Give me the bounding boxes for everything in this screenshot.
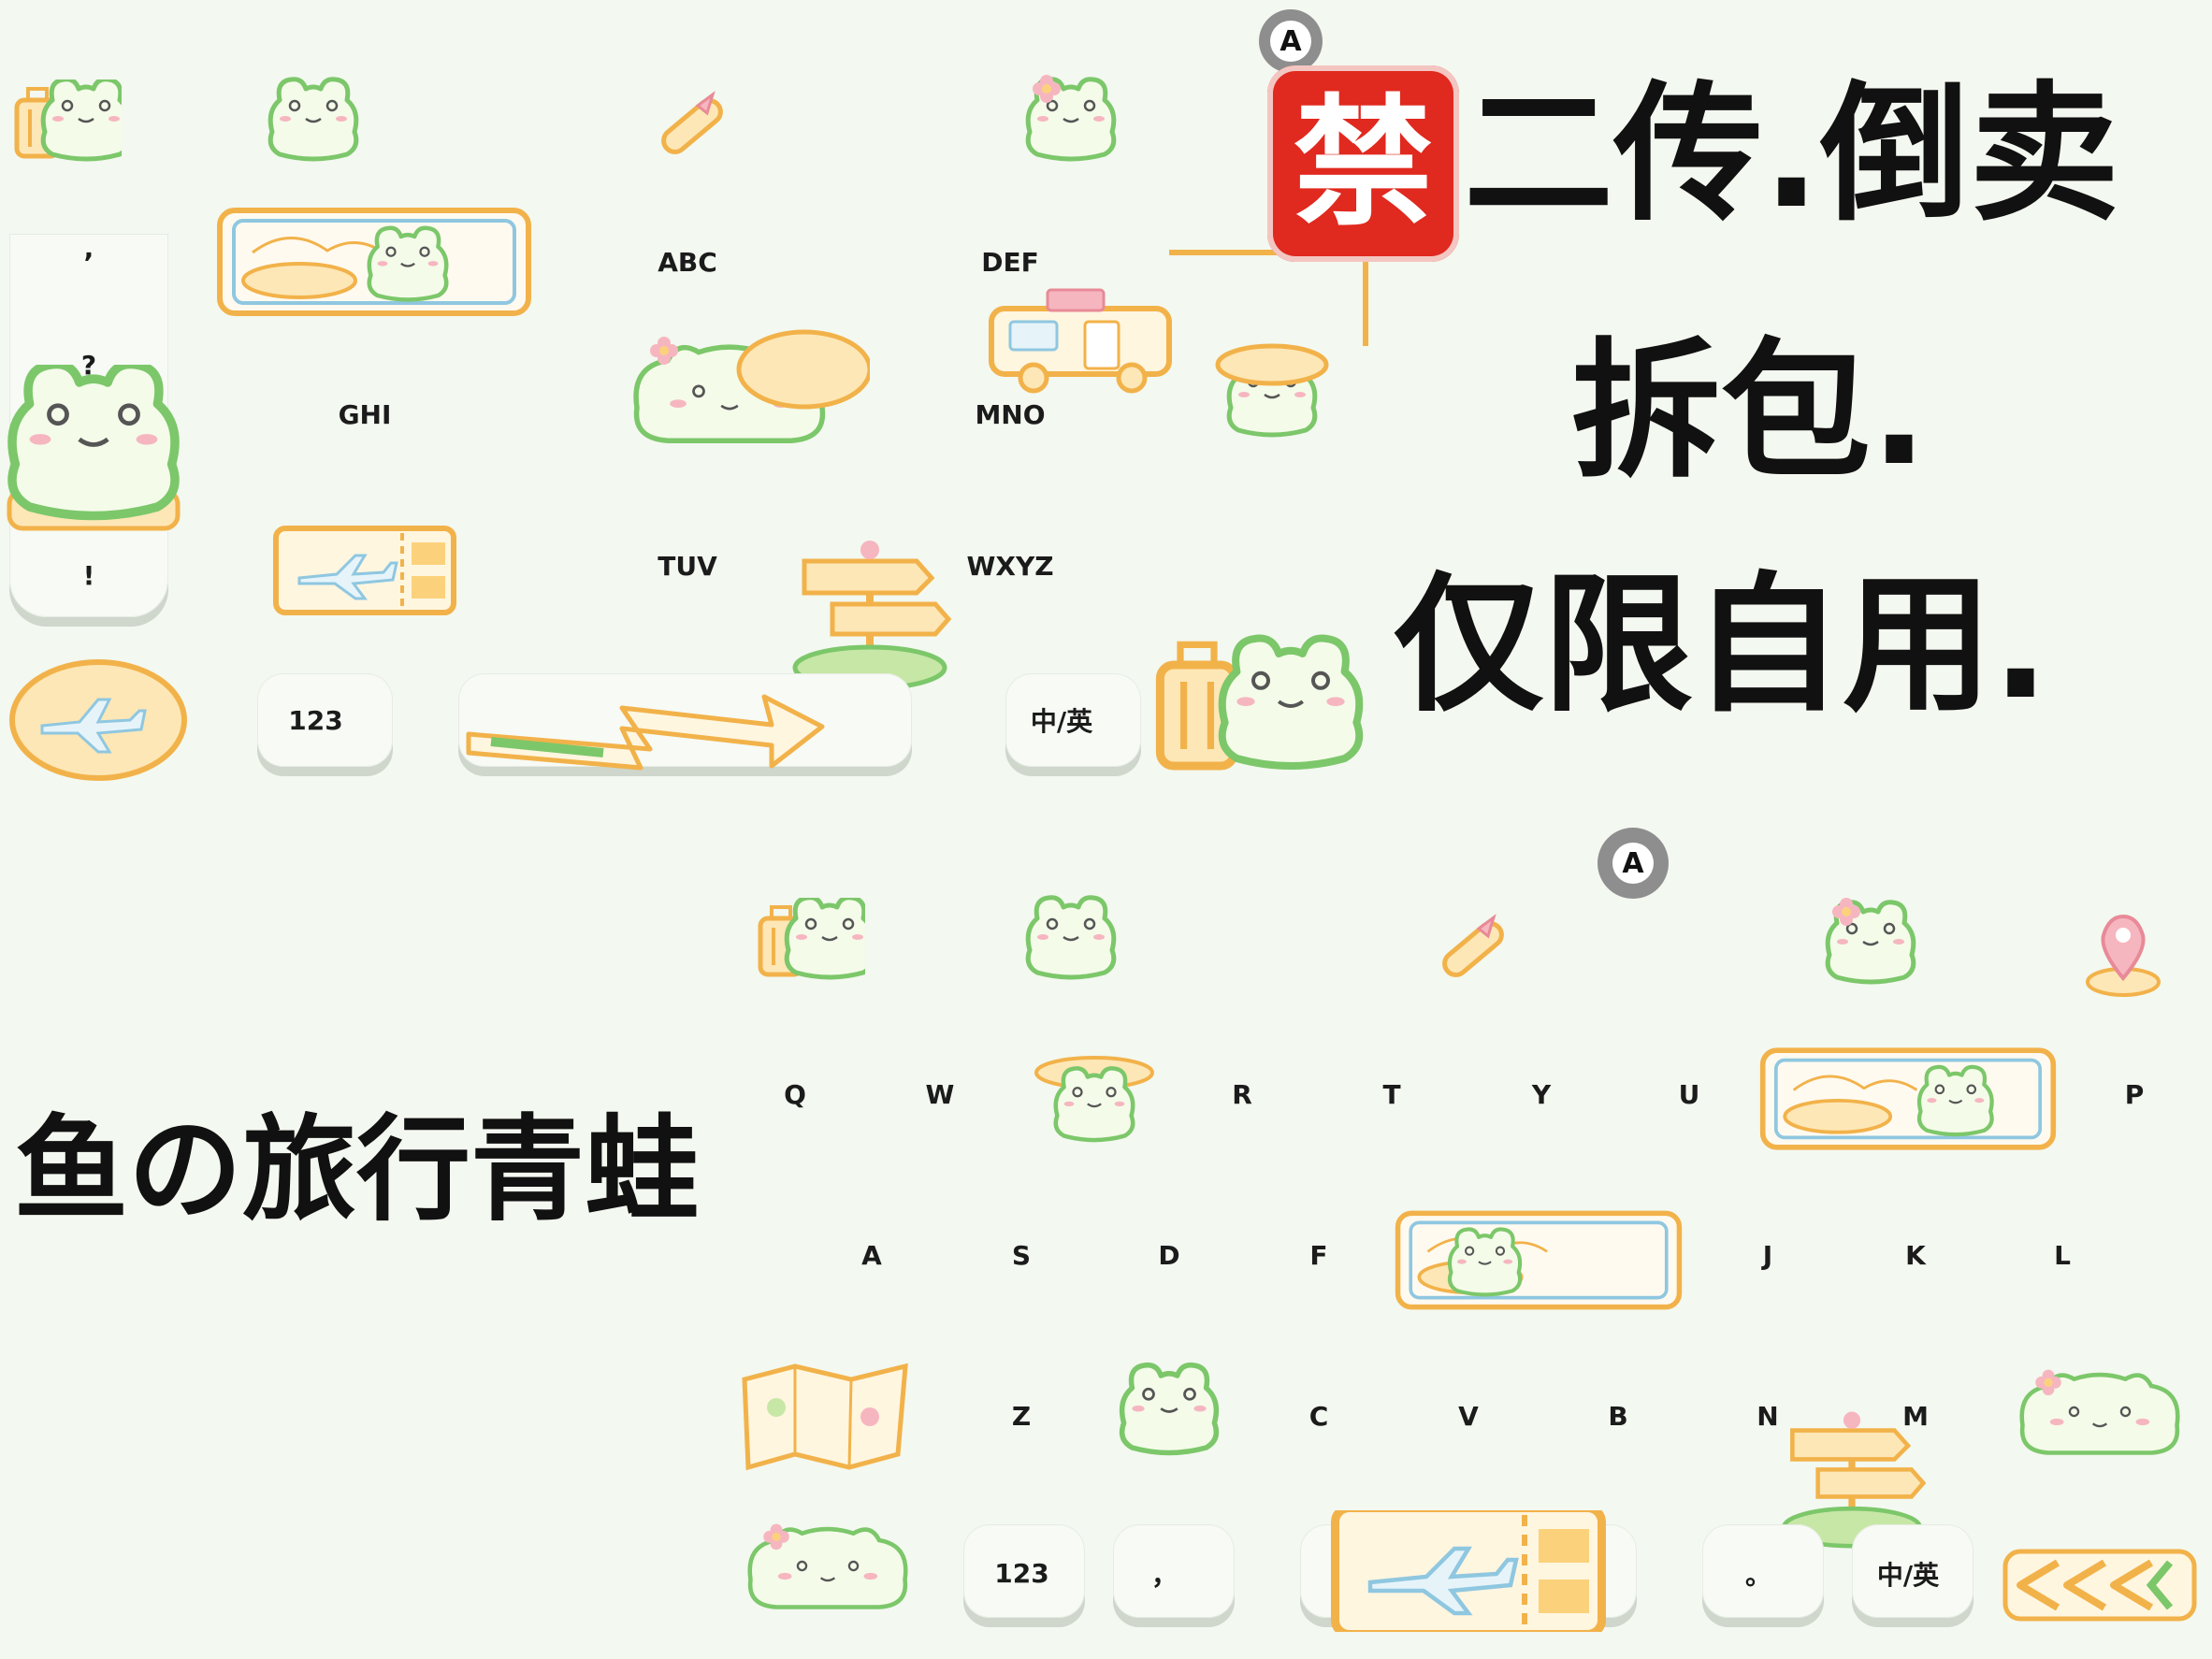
forbidden-badge-text: 禁 [1293,82,1434,245]
avatar: A [1259,9,1323,73]
warning-line-2: 拆包. [1571,324,1928,498]
q-num-key[interactable]: 123 [994,1558,1049,1589]
t9-num-key[interactable]: 123 [288,704,343,736]
q-comma-button-bg [1113,1524,1235,1618]
key-b[interactable]: B [1608,1400,1628,1432]
t9-lang-key[interactable]: 中/英 [1030,706,1093,737]
frog-key-decoration [1108,1356,1230,1478]
t9-num-button-bg [257,673,393,767]
theme-title: 鱼の旅行青蛙 [14,1104,699,1236]
scroll-icon[interactable] [636,75,748,178]
window-frog-key-decoration-2 [1394,1202,1684,1319]
q-comma-key[interactable]: ， [1150,1559,1178,1591]
luggage-frog-icon[interactable] [753,898,865,991]
flower-frog-icon[interactable] [1015,75,1127,178]
t9-key-abc[interactable]: ABC [658,246,717,278]
forbidden-badge: 禁 [1267,65,1459,262]
t9-key-mno[interactable]: MNO [975,398,1046,430]
key-w[interactable]: W [925,1078,955,1110]
key-c[interactable]: C [1308,1400,1329,1432]
warning-line-3: 仅限自用. [1394,557,2049,732]
avatar-small-letter: A [1612,843,1654,884]
luggage-frog-icon[interactable] [9,79,122,173]
flower-frog-key-icon[interactable] [730,1520,926,1623]
symbol-comma-key[interactable]: , [83,232,94,264]
ticket-decoration [224,519,505,622]
suitcase-frog-decoration [1136,627,1370,786]
key-l[interactable]: L [2054,1239,2071,1271]
key-r[interactable]: R [1232,1078,1252,1110]
location-pin-icon[interactable] [2081,907,2165,1001]
key-n[interactable]: N [1757,1400,1779,1432]
avatar-letter: A [1270,21,1311,62]
key-q[interactable]: Q [784,1078,806,1110]
window-frog-key-decoration [1758,1038,2058,1160]
symbol-exclaim-key[interactable]: ! [82,559,95,591]
arrow-space-icon [466,694,825,771]
key-z[interactable]: Z [1011,1400,1032,1432]
plane-badge-icon[interactable] [5,655,192,786]
key-j[interactable]: J [1762,1239,1773,1271]
key-m[interactable]: M [1902,1400,1929,1432]
big-frog-decoration [7,365,181,531]
q-period-key[interactable]: 。 [1744,1559,1771,1591]
hat-frog-key-decoration [1034,1056,1154,1155]
t9-lang-button-bg [1005,673,1141,767]
t9-key-wxyz[interactable]: WXYZ [966,550,1054,582]
key-f[interactable]: F [1309,1239,1328,1271]
t9-key-ghi[interactable]: GHI [338,398,392,430]
avatar-small: A [1598,828,1669,899]
scroll-icon[interactable] [1417,898,1529,1001]
hat-frog-decoration [589,329,870,477]
key-d[interactable]: D [1158,1239,1180,1271]
backspace-arrows-icon[interactable] [2002,1548,2198,1623]
q-lang-button-bg [1852,1524,1973,1618]
key-t[interactable]: T [1382,1078,1401,1110]
key-v[interactable]: V [1458,1400,1479,1432]
flower-frog-icon[interactable] [1814,898,1927,1001]
frog-icon[interactable] [1019,893,1122,996]
q-num-button-bg [963,1524,1085,1618]
t9-key-tuv[interactable]: TUV [658,550,717,582]
key-p[interactable]: P [2124,1078,2145,1110]
camper-van-decoration [989,288,1172,394]
map-key-decoration [742,1363,908,1471]
key-s[interactable]: S [1011,1239,1032,1271]
key-u[interactable]: U [1678,1078,1700,1110]
ticket-space-icon [1300,1510,1637,1632]
warning-line-1: 二传.倒卖 [1464,66,2119,241]
key-a[interactable]: A [861,1239,882,1271]
q-period-button-bg [1702,1524,1824,1618]
q-lang-key[interactable]: 中/英 [1876,1559,1940,1591]
flower-frog-key-decoration [2002,1369,2198,1468]
window-frog-decoration [215,201,533,323]
key-k[interactable]: K [1905,1239,1926,1271]
key-y[interactable]: Y [1531,1078,1552,1110]
frog-icon[interactable] [262,75,365,178]
t9-key-def[interactable]: DEF [981,246,1039,278]
symbol-question-key[interactable]: ? [80,349,97,381]
